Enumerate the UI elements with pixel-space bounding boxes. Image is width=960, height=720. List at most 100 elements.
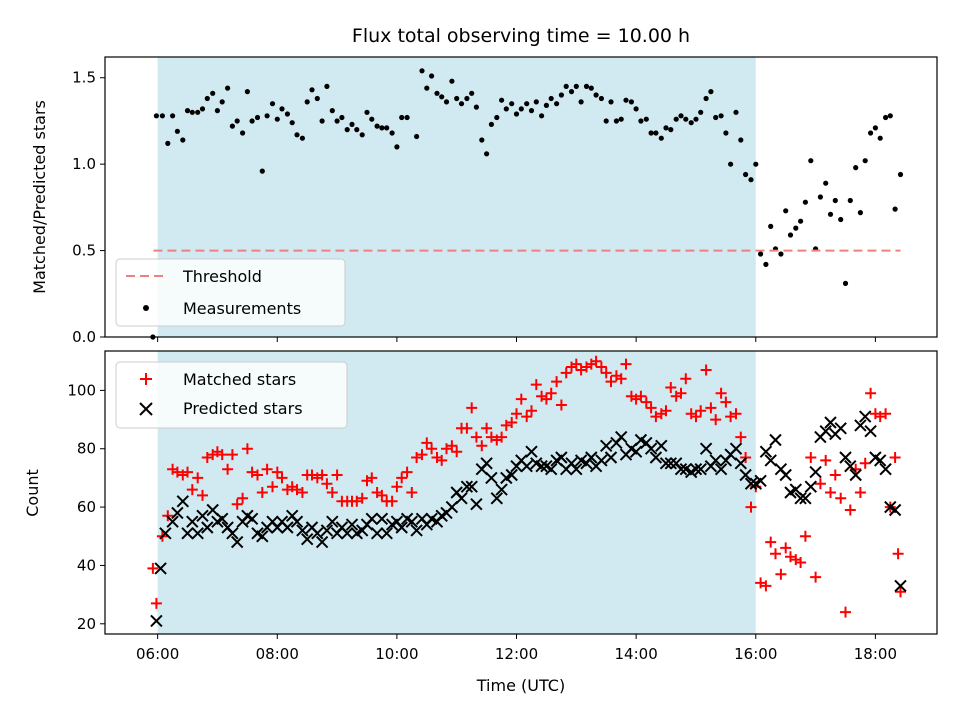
measurement-point (369, 116, 375, 122)
predicted-star-point (879, 462, 892, 476)
matched-star-point (401, 466, 413, 478)
matched-star-point (799, 530, 811, 542)
matched-star-point (476, 440, 488, 452)
matched-star-point (770, 548, 781, 560)
top-measurement-points (150, 68, 904, 340)
predicted-star-point (159, 527, 172, 540)
measurement-point (279, 106, 285, 112)
measurement-point (743, 171, 749, 178)
predicted-star-point (375, 512, 389, 526)
measurement-point (359, 132, 365, 138)
measurement-point (473, 104, 479, 110)
measurement-point (528, 108, 535, 114)
measurement-point (374, 123, 380, 129)
predicted-star-point (604, 451, 618, 464)
measurement-point (658, 135, 664, 141)
matched-star-point (481, 422, 493, 434)
predicted-star-point (410, 524, 423, 537)
measurement-point (768, 223, 774, 229)
matched-star-point (620, 358, 632, 370)
measurement-point (568, 89, 575, 95)
matched-star-point (451, 446, 463, 458)
measurement-point (339, 114, 345, 121)
measurement-point (563, 83, 569, 89)
measurement-point (394, 144, 400, 150)
top-legend-box (115, 258, 346, 327)
matched-star-point (660, 405, 672, 417)
predicted-star-point (544, 462, 558, 476)
matched-star-point (680, 373, 692, 385)
measurement-point (539, 113, 545, 119)
matched-star-point (775, 568, 787, 580)
x-tick-label: 12:00 (495, 645, 538, 663)
measurement-point (240, 130, 246, 136)
predicted-star-point (171, 506, 184, 520)
predicted-star-point (176, 495, 190, 508)
predicted-star-point (629, 445, 643, 458)
predicted-star-point (495, 483, 508, 496)
measurement-point (424, 85, 430, 91)
bottom-count-points (147, 355, 907, 628)
matched-star-point (237, 492, 249, 504)
measurement-point (548, 95, 554, 102)
predicted-star-point (674, 462, 688, 476)
matched-star-point (271, 466, 283, 478)
matched-star-point (197, 489, 208, 501)
measurement-point (314, 95, 320, 102)
matched-star-point (665, 382, 677, 393)
measurement-point (210, 90, 216, 96)
measurement-point (842, 280, 849, 286)
measurement-point (214, 108, 220, 114)
matched-star-point (226, 449, 238, 461)
measurement-point (708, 89, 714, 95)
predicted-star-point (201, 521, 214, 534)
matched-star-point (252, 469, 263, 481)
legend-matched-label: Matched stars (183, 370, 296, 389)
predicted-star-point (490, 492, 504, 505)
matched-star-point (530, 379, 542, 391)
predicted-star-point (854, 419, 867, 432)
x-axis-label: Time (UTC) (476, 676, 565, 695)
matched-star-point (470, 431, 482, 443)
measurement-point (817, 194, 824, 200)
matched-star-point (150, 597, 162, 609)
matched-star-point (256, 487, 268, 498)
measurement-point (862, 158, 868, 164)
measurement-point (648, 130, 654, 136)
matched-star-point (545, 387, 557, 399)
top-legend: Threshold Measurements (115, 258, 346, 327)
predicted-star-point (535, 459, 548, 473)
measurement-point (429, 73, 435, 79)
x-tick-label: 18:00 (854, 645, 897, 663)
matched-star-point (261, 463, 273, 475)
matched-star-point (570, 358, 582, 370)
matched-star-point (814, 478, 826, 490)
predicted-star-point (525, 445, 538, 458)
predicted-star-point (744, 477, 758, 490)
predicted-star-point (256, 530, 269, 543)
measurement-point (513, 111, 520, 117)
measurement-point (793, 225, 799, 231)
measurement-point (787, 232, 794, 238)
measurement-point (499, 97, 505, 103)
matched-star-point (267, 481, 278, 493)
matched-star-point (426, 443, 438, 455)
predicted-star-point (849, 468, 862, 482)
top-axes-frame (104, 56, 938, 338)
predicted-star-point (226, 527, 239, 540)
measurement-point (165, 140, 171, 146)
predicted-star-point (290, 515, 304, 528)
measurement-point (184, 108, 191, 114)
measurement-point (593, 92, 599, 98)
predicted-star-point (804, 480, 818, 493)
measurement-point (509, 101, 515, 107)
matched-star-point (635, 390, 647, 402)
predicted-star-point (300, 532, 314, 546)
measurement-point (653, 130, 659, 136)
predicted-star-point (370, 527, 384, 540)
measurement-point (249, 118, 255, 124)
measurement-point (229, 123, 235, 129)
measurement-point (384, 125, 390, 131)
matched-star-point (760, 580, 772, 592)
measurement-point (458, 101, 465, 107)
